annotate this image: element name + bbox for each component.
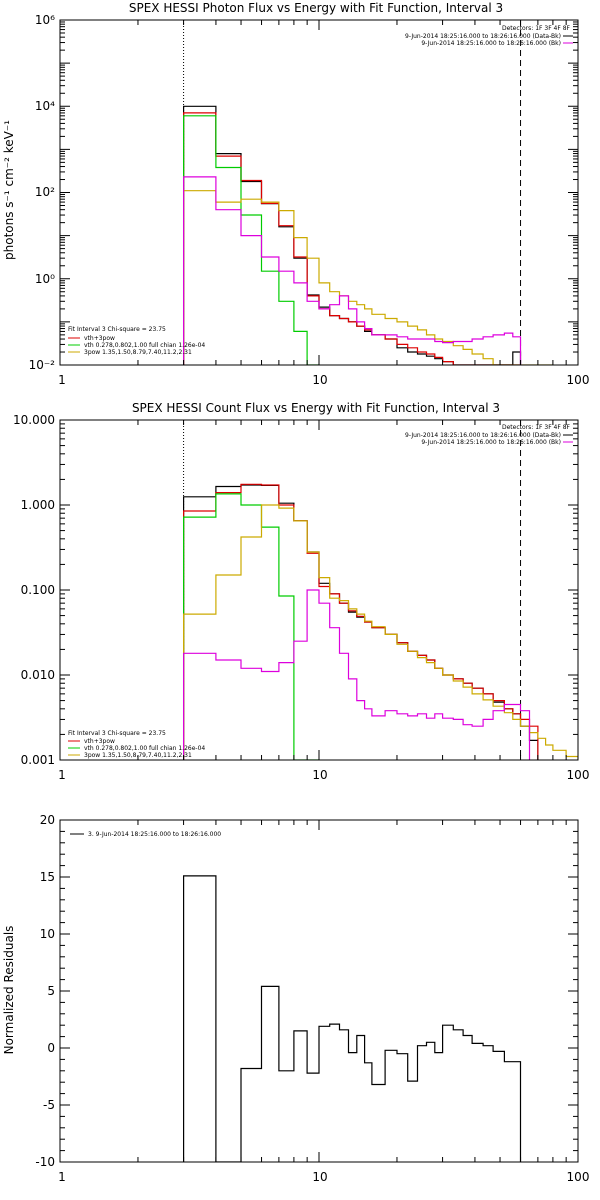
chart-title: SPEX HESSI Count Flux vs Energy with Fit… xyxy=(132,401,500,415)
fit-legend-entry: vth+3pow xyxy=(84,738,115,745)
fit-legend-header: Fit Interval 3 Chi-square = 23.75 xyxy=(68,326,166,333)
plot-area xyxy=(183,420,578,760)
legend-entry: 9-Jun-2014 18:25:16.000 to 18:26:16.000 … xyxy=(405,33,561,40)
top-legend: Detectors: 1F 3F 4F 8F 9-Jun-2014 18:25:… xyxy=(405,25,573,47)
plot-area xyxy=(183,875,522,1162)
y-tick-label: -5 xyxy=(43,1098,55,1112)
x-tick-label: 100 xyxy=(567,373,590,387)
series-line xyxy=(183,493,319,760)
legend-header: Detectors: 1F 3F 4F 8F xyxy=(502,424,571,431)
series-line xyxy=(183,589,531,760)
y-tick-label: 10² xyxy=(35,185,55,199)
fit-legend-entry: 3pow 1.35,1.50,8.79,7.40,11.2,2.31 xyxy=(84,349,192,356)
x-tick-label: 10 xyxy=(312,768,327,782)
fit-legend-entry: vth 0.278,0.802,1.00 full chian 1.26e-04 xyxy=(84,342,205,349)
y-tick-label: 10⁻² xyxy=(29,358,56,372)
count-flux-panel: SPEX HESSI Count Flux vs Energy with Fit… xyxy=(13,401,589,782)
y-tick-label: 10⁶ xyxy=(35,13,55,27)
series-line xyxy=(183,190,553,365)
y-tick-label: -10 xyxy=(35,1155,55,1169)
x-tick-label: 10 xyxy=(312,373,327,387)
tick-marks xyxy=(59,819,578,1163)
fit-legend-entry: vth+3pow xyxy=(84,335,115,342)
series-line xyxy=(183,176,522,365)
x-tick-label: 100 xyxy=(567,768,590,782)
fit-legend-header: Fit Interval 3 Chi-square = 23.75 xyxy=(68,730,166,737)
x-tick-label: 10 xyxy=(312,1170,327,1184)
y-tick-label: 5 xyxy=(47,984,55,998)
chart-title: SPEX HESSI Photon Flux vs Energy with Fi… xyxy=(129,1,503,15)
tick-marks xyxy=(59,420,578,761)
x-tick-label: 1 xyxy=(58,373,66,387)
legend-header: Detectors: 1F 3F 4F 8F xyxy=(502,25,571,32)
series-line xyxy=(183,115,319,365)
y-axis-label: Normalized Residuals xyxy=(2,926,16,1055)
y-tick-label: 10 xyxy=(40,927,55,941)
x-tick-label: 1 xyxy=(58,768,66,782)
photon-flux-panel: SPEX HESSI Photon Flux vs Energy with Fi… xyxy=(2,1,589,387)
legend-entry: 9-Jun-2014 18:25:16.000 to 18:26:16.000 … xyxy=(405,432,561,439)
x-tick-label: 1 xyxy=(58,1170,66,1184)
series-group xyxy=(183,875,522,1162)
series-line xyxy=(183,875,522,1162)
y-tick-label: 0 xyxy=(47,1041,55,1055)
y-tick-label: 15 xyxy=(40,870,55,884)
y-tick-label: 0.010 xyxy=(21,668,55,682)
y-tick-label: 10⁰ xyxy=(35,272,55,286)
series-line xyxy=(183,504,578,760)
fit-legend-entry: 3pow 1.35,1.50,8.79,7.40,11.2,2.31 xyxy=(84,752,192,759)
x-tick-label: 100 xyxy=(567,1170,590,1184)
legend-entry: 3. 9-Jun-2014 18:25:16.000 to 18:26:16.0… xyxy=(88,831,221,838)
top-legend: Detectors: 1F 3F 4F 8F 9-Jun-2014 18:25:… xyxy=(405,424,573,446)
y-tick-label: 1.000 xyxy=(21,498,55,512)
series-group xyxy=(183,420,578,760)
y-tick-label: 10.000 xyxy=(13,413,55,427)
fit-legend-entry: vth 0.278,0.802,1.00 full chian 1.26e-04 xyxy=(84,745,205,752)
y-tick-label: 0.001 xyxy=(21,753,55,767)
y-tick-label: 0.100 xyxy=(21,583,55,597)
fit-legend: Fit Interval 3 Chi-square = 23.75 vth+3p… xyxy=(68,326,205,356)
y-tick-label: 20 xyxy=(40,813,55,827)
y-axis-label: photons s⁻¹ cm⁻² keV⁻¹ xyxy=(2,120,16,260)
fit-legend: Fit Interval 3 Chi-square = 23.75 vth+3p… xyxy=(68,730,205,759)
residuals-panel: 1 10 100 -10 -5 0 5 10 15 20 Normalized … xyxy=(2,813,589,1184)
tick-marks xyxy=(59,20,578,366)
y-tick-label: 10⁴ xyxy=(35,99,55,113)
residual-legend: 3. 9-Jun-2014 18:25:16.000 to 18:26:16.0… xyxy=(70,831,221,838)
legend-entry: 9-Jun-2014 18:25:16.000 to 18:26:16.000 … xyxy=(421,439,561,446)
legend-entry: 9-Jun-2014 18:25:16.000 to 18:26:16.000 … xyxy=(421,40,561,47)
